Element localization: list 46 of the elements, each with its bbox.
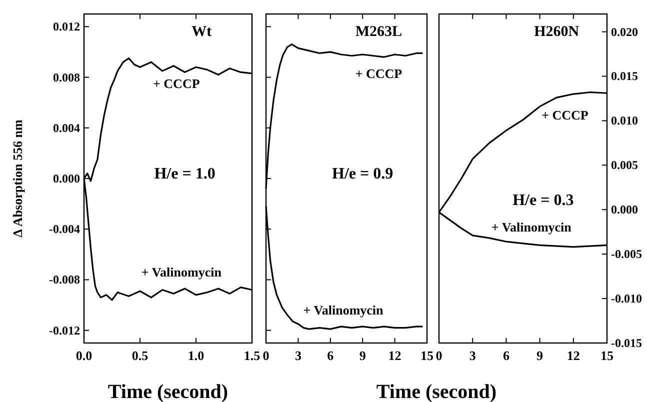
x-tick-label: 1.5 — [244, 348, 261, 363]
y-tick-label: 0.008 — [53, 70, 80, 84]
series-label: + Valinomycin — [303, 302, 384, 318]
y-tick-label: -0.004 — [49, 222, 80, 236]
y2-tick-label: 0.010 — [611, 114, 638, 128]
series-label: + CCCP — [355, 66, 402, 81]
x-tick-label: 12 — [566, 348, 580, 363]
x-axis-title: Time (second) — [376, 381, 497, 402]
y-tick-label: 0.000 — [53, 172, 80, 186]
x-tick-label: 1.0 — [188, 348, 204, 363]
x-tick-label: 12 — [388, 348, 402, 363]
y2-tick-label: 0.005 — [611, 158, 638, 172]
y2-tick-label: 0.015 — [611, 69, 638, 84]
x-tick-label: 9 — [536, 348, 544, 363]
x-tick-label: 15 — [420, 348, 434, 363]
annotation: H/e = 0.9 — [332, 166, 394, 182]
y-tick-label: 0.012 — [53, 20, 80, 34]
y-tick-label: -0.012 — [49, 323, 80, 338]
x-tick-label: 6 — [502, 348, 510, 363]
y2-tick-label: -0.005 — [611, 247, 642, 262]
text: H260N — [534, 24, 580, 40]
x-tick-label: 0 — [262, 348, 270, 363]
y-tick-label: -0.008 — [49, 272, 80, 287]
text: Wt — [192, 24, 212, 40]
y2-tick-label: -0.015 — [611, 336, 642, 350]
annotation: H/e = 0.3 — [512, 192, 574, 209]
x-tick-label: 0.0 — [76, 348, 92, 363]
series-label: + CCCP — [153, 76, 200, 91]
x-tick-label: 0.5 — [132, 348, 149, 363]
x-axis-title: Time (second) — [108, 381, 228, 402]
annotation: H/e = 1.0 — [154, 166, 216, 182]
x-tick-label: 9 — [359, 348, 366, 363]
y2-tick-label: 0.000 — [611, 202, 638, 217]
x-tick-label: 3 — [469, 348, 476, 363]
x-tick-label: 6 — [327, 348, 334, 363]
series-label: + Valinomycin — [491, 219, 572, 234]
x-tick-label: 15 — [600, 348, 614, 363]
x-tick-label: 3 — [294, 348, 302, 363]
y2-tick-label: -0.010 — [611, 292, 642, 306]
series-label: + Valinomycin — [141, 264, 222, 280]
series-label: + CCCP — [542, 108, 588, 123]
x-tick-label: 0 — [436, 348, 442, 363]
y-tick-label: 0.004 — [53, 120, 80, 135]
y-axis-title: Δ Absorption 556 nm — [10, 120, 25, 238]
y2-tick-label: 0.020 — [611, 24, 638, 39]
text: M263L — [355, 24, 402, 40]
